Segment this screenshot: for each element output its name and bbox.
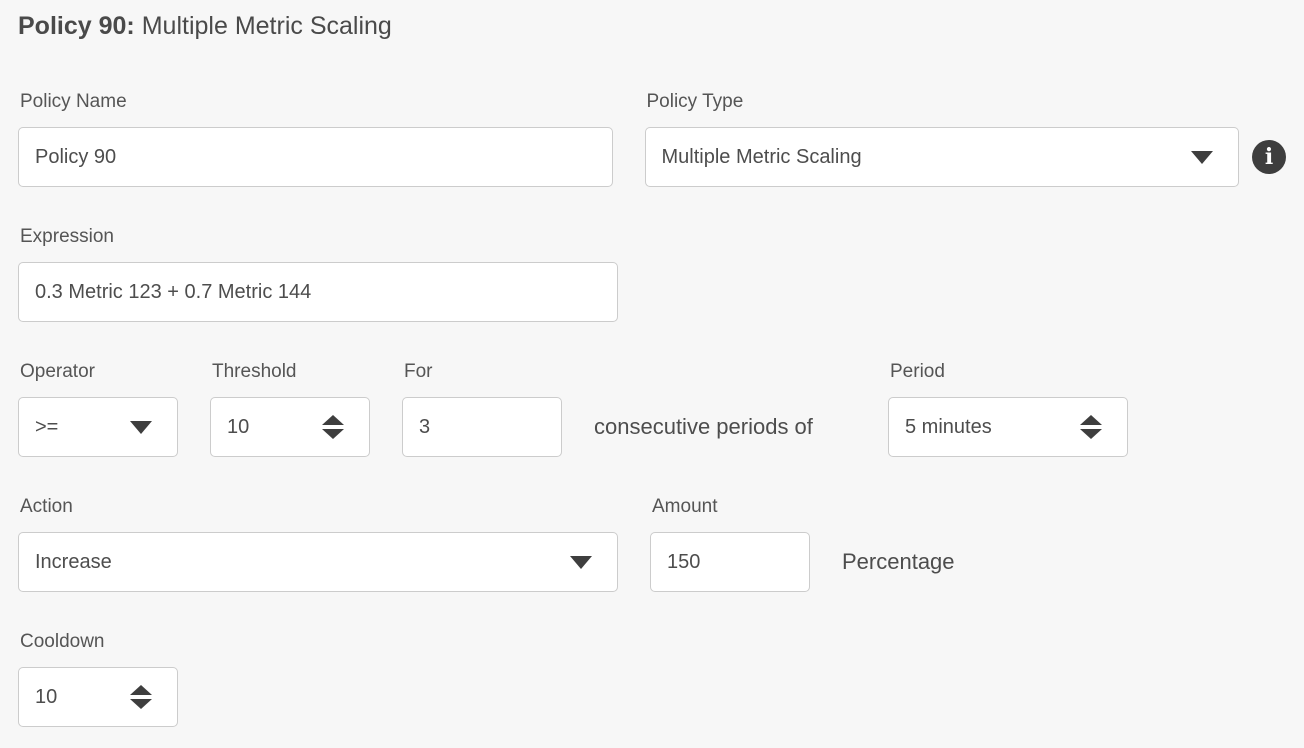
stepper-up-icon[interactable] xyxy=(130,685,152,695)
info-icon[interactable]: i xyxy=(1252,140,1286,174)
field-cooldown: Cooldown 10 xyxy=(18,632,178,727)
expression-label: Expression xyxy=(20,226,114,247)
row-condition: Operator >= Threshold 10 For consecutive… xyxy=(18,362,1286,457)
stepper-arrows xyxy=(322,415,344,439)
cooldown-value: 10 xyxy=(35,685,58,708)
policy-name-input[interactable] xyxy=(18,127,613,187)
stepper-down-icon[interactable] xyxy=(130,699,152,709)
field-operator: Operator >= xyxy=(18,362,178,457)
policy-name-label: Policy Name xyxy=(20,91,127,112)
policy-type-select[interactable]: Multiple Metric Scaling xyxy=(644,127,1239,187)
stepper-arrows xyxy=(130,685,152,709)
stepper-up-icon[interactable] xyxy=(1080,415,1102,425)
field-policy-name: Policy Name xyxy=(18,92,613,187)
policy-type-label: Policy Type xyxy=(646,91,744,112)
row-cooldown: Cooldown 10 xyxy=(18,632,1286,727)
period-value: 5 minutes xyxy=(905,415,992,438)
cooldown-stepper[interactable]: 10 xyxy=(18,667,178,727)
for-input[interactable] xyxy=(402,397,562,457)
action-value: Increase xyxy=(35,550,112,573)
cooldown-label: Cooldown xyxy=(20,631,105,652)
stepper-arrows xyxy=(1080,415,1102,439)
stepper-up-icon[interactable] xyxy=(322,415,344,425)
info-icon-glyph: i xyxy=(1264,144,1274,170)
policy-type-value: Multiple Metric Scaling xyxy=(661,145,862,168)
field-policy-type: Policy Type Multiple Metric Scaling xyxy=(644,91,1239,187)
consecutive-periods-text: consecutive periods of xyxy=(594,414,813,439)
expression-input[interactable] xyxy=(18,262,618,322)
operator-select[interactable]: >= xyxy=(18,397,178,457)
for-label: For xyxy=(404,361,433,382)
threshold-stepper[interactable]: 10 xyxy=(210,397,370,457)
row-action: Action Increase Amount Percentage xyxy=(18,497,1286,592)
threshold-value: 10 xyxy=(227,415,250,438)
amount-unit-text: Percentage xyxy=(842,549,955,574)
operator-value: >= xyxy=(35,415,59,438)
row-policy: Policy Name Policy Type Multiple Metric … xyxy=(18,92,1286,187)
period-label: Period xyxy=(890,361,945,382)
period-stepper[interactable]: 5 minutes xyxy=(888,397,1128,457)
field-period: Period 5 minutes xyxy=(888,362,1128,457)
caret-down-icon xyxy=(130,420,152,434)
stepper-down-icon[interactable] xyxy=(1080,429,1102,439)
page-title: Policy 90: Multiple Metric Scaling xyxy=(18,10,1286,42)
page-title-rest: Multiple Metric Scaling xyxy=(141,12,392,40)
caret-down-icon xyxy=(1191,150,1213,164)
action-select[interactable]: Increase xyxy=(18,532,618,592)
threshold-label: Threshold xyxy=(212,361,297,382)
operator-label: Operator xyxy=(20,361,95,382)
row-expression: Expression xyxy=(18,227,1286,322)
amount-label: Amount xyxy=(652,496,718,517)
amount-input[interactable] xyxy=(650,532,810,592)
page-title-prefix: Policy 90: xyxy=(18,12,135,40)
caret-down-icon xyxy=(570,555,592,569)
field-amount: Amount xyxy=(650,497,810,592)
field-for: For xyxy=(402,362,562,457)
field-action: Action Increase xyxy=(18,497,618,592)
stepper-down-icon[interactable] xyxy=(322,429,344,439)
field-expression: Expression xyxy=(18,227,618,322)
action-label: Action xyxy=(20,496,73,517)
field-threshold: Threshold 10 xyxy=(210,362,370,457)
